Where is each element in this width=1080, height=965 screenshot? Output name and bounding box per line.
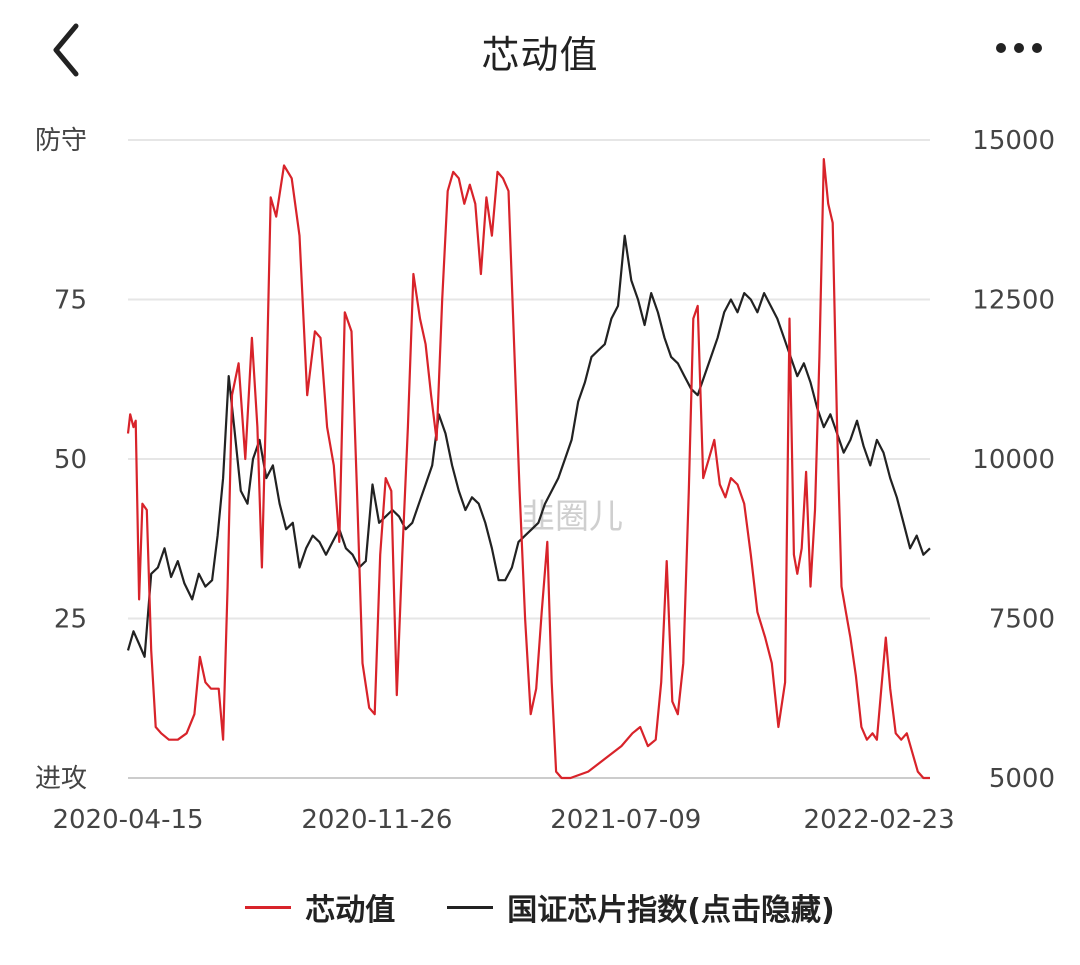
y-right-tick-label: 15000	[972, 126, 1055, 156]
x-tick-label: 2020-04-15	[52, 805, 203, 835]
y-right-tick-label: 12500	[972, 286, 1055, 316]
x-tick-label: 2021-07-09	[550, 805, 701, 835]
y-left-tick-label: 25	[54, 605, 87, 635]
more-dots-icon	[996, 43, 1042, 53]
y-right-tick-label: 10000	[972, 445, 1055, 475]
axis-ticks: 进攻 25 50 75 防守 5000 7500 10000 12500 15000 2020-04…	[35, 126, 1055, 835]
x-tick-label: 2020-11-26	[301, 805, 452, 835]
line-chart: 韭圈儿 进攻 25 50 75 防守 5000 7500 10000 12500 15000 202…	[35, 126, 1055, 835]
y-left-tick-label: 50	[54, 445, 87, 475]
legend-swatch	[245, 905, 292, 909]
x-tick-label: 2022-02-23	[804, 805, 955, 835]
legend-label: 芯动值	[305, 893, 396, 928]
back-button[interactable]	[40, 18, 100, 82]
y-left-tick-label: 进攻	[35, 764, 87, 794]
page-title: 芯动值	[481, 33, 599, 77]
chart-legend: 芯动值 国证芯片指数(点击隐藏)	[0, 882, 1080, 932]
watermark: 韭圈儿	[521, 497, 623, 537]
series-line-chip-index	[126, 234, 931, 658]
y-right-tick-label: 7500	[989, 605, 1055, 635]
series-lines	[126, 158, 931, 780]
series-line-chip-value	[126, 158, 930, 780]
grid-lines	[128, 139, 930, 779]
y-right-tick-label: 5000	[989, 764, 1055, 794]
y-left-tick-label: 防守	[35, 126, 87, 156]
legend-swatch	[447, 905, 494, 909]
top-navigation-bar: 芯动值	[0, 0, 1080, 100]
more-button[interactable]	[985, 30, 1055, 66]
legend-item-series-2[interactable]: 国证芯片指数(点击隐藏)	[447, 885, 835, 929]
chevron-left-icon	[53, 23, 79, 77]
legend-item-series-1[interactable]: 芯动值	[245, 885, 395, 929]
y-left-tick-label: 75	[54, 286, 87, 316]
legend-label: 国证芯片指数(点击隐藏)	[507, 893, 835, 928]
